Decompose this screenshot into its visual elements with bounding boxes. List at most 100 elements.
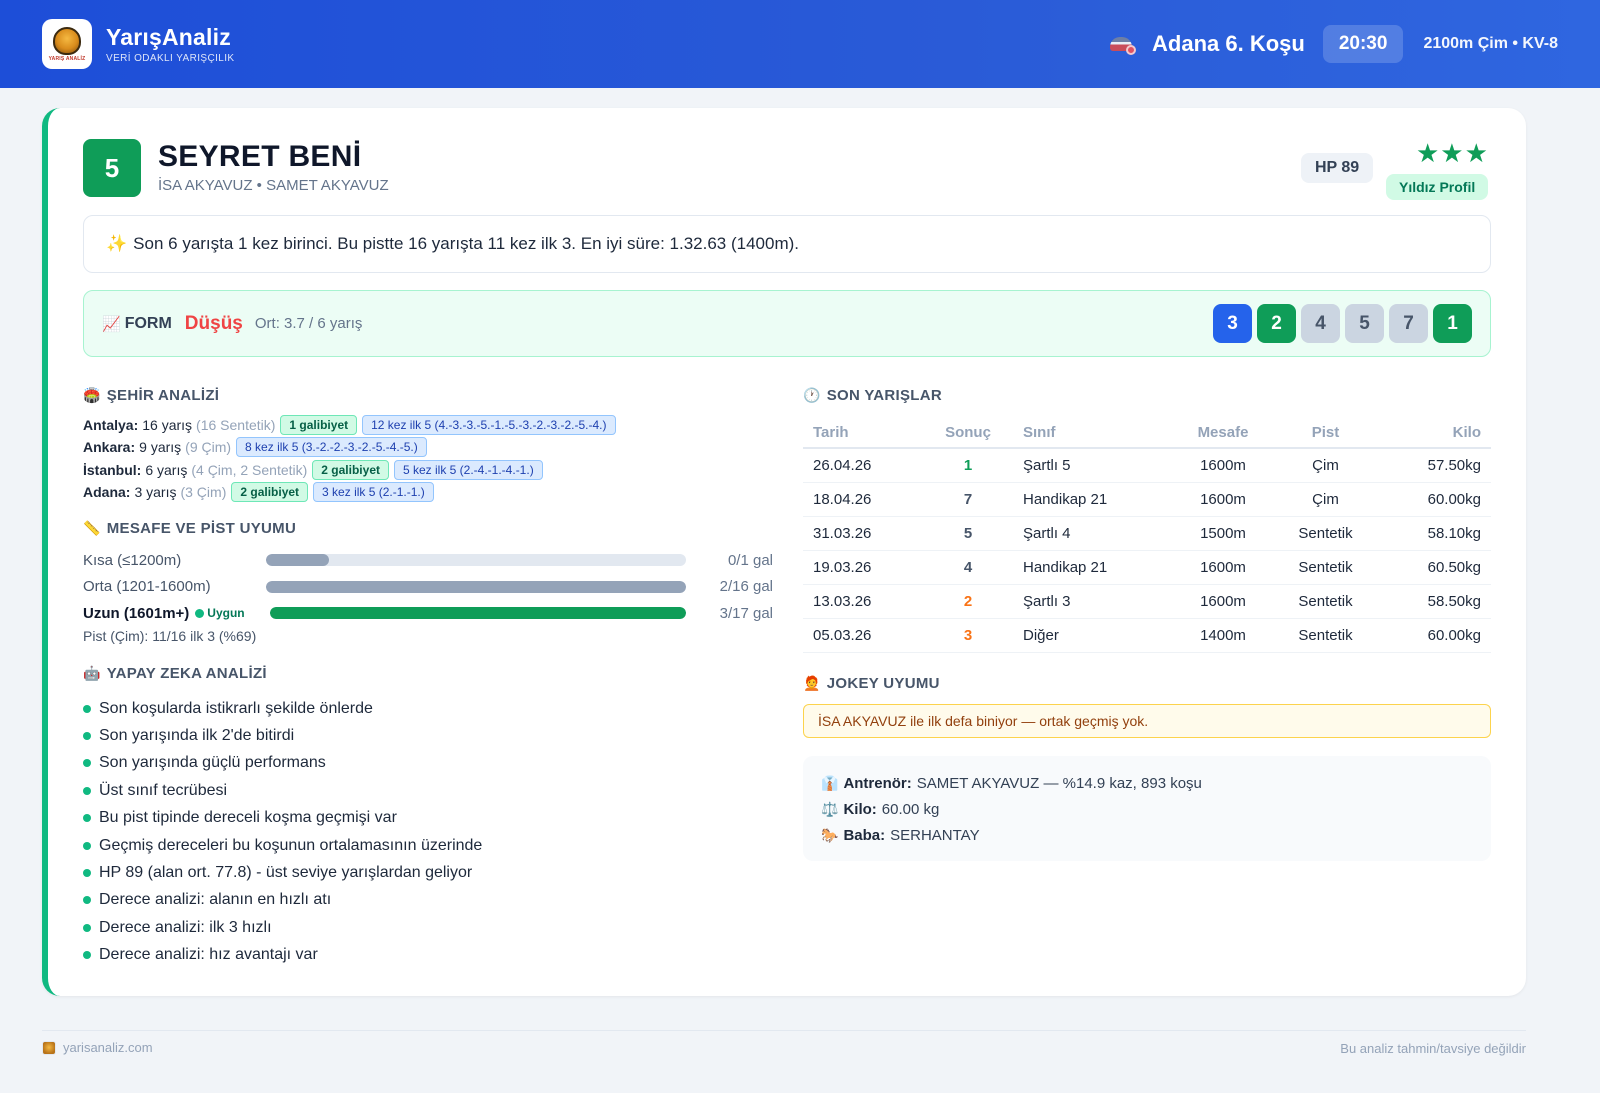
column-header: Kilo (1378, 418, 1491, 449)
distance-label: Kısa (≤1200m) (83, 552, 266, 569)
fit-badge: Uygun (207, 606, 245, 620)
ai-item-text: Son koşularda istikrarlı şekilde önlerde (99, 699, 373, 717)
horse-details: 👔 Antrenör: SAMET AKYAVUZ — %14.9 kaz, 8… (803, 756, 1491, 861)
recent-races-title: 🕐 SON YARIŞLAR (803, 387, 943, 404)
race-distance: 1600m (1173, 448, 1273, 483)
clock-icon: 🕐 (803, 387, 821, 403)
pist-summary: Pist (Çim): 11/16 ilk 3 (%69) (83, 628, 257, 644)
ai-item-text: HP 89 (alan ort. 77.8) - üst seviye yarı… (99, 864, 473, 882)
bullet-icon (83, 759, 91, 768)
form-result-pill: 7 (1389, 304, 1428, 343)
distance-label-text: Uzun (1601m+) (83, 604, 190, 622)
column-header: Mesafe (1173, 418, 1273, 449)
top5-badge: 8 kez ilk 5 (3.-2.-2.-3.-2.-5.-4.-5.) (236, 437, 427, 458)
horse-number-badge: 5 (83, 139, 141, 197)
race-track: Sentetik (1273, 584, 1378, 619)
bullet-icon (83, 704, 91, 713)
race-distance: 1600m (1173, 584, 1273, 619)
distance-row: Kısa (≤1200m) 0/1 gal (83, 549, 773, 571)
race-distance: 1600m (1173, 550, 1273, 585)
race-class: Şartlı 5 (1013, 448, 1173, 483)
wins-badge: 2 galibiyet (231, 481, 309, 502)
race-result: 4 (923, 550, 1013, 585)
table-row[interactable]: 26.04.26 1 Şartlı 5 1600m Çim 57.50kg (803, 448, 1491, 483)
ai-item-text: Üst sınıf tecrübesi (99, 781, 228, 799)
table-row[interactable]: 31.03.26 5 Şartlı 4 1500m Sentetik 58.10kg (803, 516, 1491, 551)
race-class: Handikap 21 (1013, 482, 1173, 517)
sire-line: 🐎 Baba: SERHANTAY (821, 826, 980, 844)
race-result: 3 (923, 618, 1013, 653)
city-row: Ankara: 9 yarış (9 Çim) 8 kez ilk 5 (3.-2.-… (83, 437, 427, 458)
column-header: Sonuç (923, 418, 1013, 449)
list-item: Derece analizi: ilk 3 hızlı (83, 914, 482, 941)
form-average: Ort: 3.7 / 6 yarış (254, 315, 363, 332)
race-distance: 1400m (1173, 618, 1273, 653)
race-class: Diğer (1013, 618, 1173, 653)
city-row: İstanbul: 6 yarış (4 Çim, 2 Sentetik) 2 gal… (83, 459, 543, 480)
summary-text: Son 6 yarışta 1 kez birinci. Bu pistte 1… (133, 234, 800, 253)
city-name: Ankara: (83, 439, 136, 456)
form-result-pill: 4 (1301, 304, 1340, 343)
distance-label-text: Orta (1201-1600m) (83, 578, 211, 595)
city-name: İstanbul: (83, 461, 142, 478)
trainer-line: 👔 Antrenör: SAMET AKYAVUZ — %14.9 kaz, 8… (821, 774, 1202, 792)
list-item: Geçmiş dereceleri bu koşunun ortalamasın… (83, 832, 482, 859)
list-item: HP 89 (alan ort. 77.8) - üst seviye yarı… (83, 859, 482, 886)
logo-text: YARIŞ ANALİZ (48, 55, 86, 62)
table-row[interactable]: 18.04.26 7 Handikap 21 1600m Çim 60.00kg (803, 482, 1491, 517)
bullet-icon (83, 841, 91, 850)
city-analysis-title: 🏟️ ŞEHİR ANALİZİ (83, 387, 220, 404)
race-weight: 60.50kg (1378, 550, 1491, 585)
chart-up-icon: 📈 (102, 315, 121, 333)
bullet-icon (83, 732, 91, 741)
star-rating-icon: ★★★ (1416, 138, 1489, 168)
race-date: 18.04.26 (803, 482, 923, 517)
footer-site[interactable]: yarisanaliz.com (42, 1040, 153, 1055)
form-result-pill: 5 (1345, 304, 1384, 343)
site-logo-icon (42, 1040, 56, 1055)
race-date: 19.03.26 (803, 550, 923, 585)
necktie-icon: 👔 (821, 774, 839, 791)
city-row: Adana: 3 yarış (3 Çim) 2 galibiyet 3 kez ilk… (83, 481, 434, 502)
race-result: 2 (923, 584, 1013, 619)
race-weight: 58.10kg (1378, 516, 1491, 551)
profile-badge: Yıldız Profil (1386, 174, 1489, 200)
race-weight: 57.50kg (1378, 448, 1491, 483)
jockey-cap-icon (1108, 33, 1137, 55)
ai-item-text: Derece analizi: alanın en hızlı atı (99, 891, 332, 909)
ai-analysis-list: Son koşularda istikrarlı şekilde önlerde… (83, 695, 482, 969)
footer-divider (42, 1030, 1526, 1031)
summary-box: ✨ Son 6 yarışta 1 kez birinci. Bu pistte… (83, 215, 1491, 273)
list-item: Son yarışında ilk 2'de bitirdi (83, 722, 482, 749)
table-row[interactable]: 13.03.26 2 Şartlı 3 1600m Sentetik 58.50kg (803, 584, 1491, 619)
city-race-count: 16 yarış (142, 417, 193, 433)
ruler-icon: 📏 (83, 520, 101, 536)
race-header: Adana 6. Koşu 20:30 2100m Çim • KV-8 (1108, 25, 1558, 63)
wins-badge: 1 galibiyet (280, 415, 358, 435)
bullet-icon (83, 951, 91, 960)
race-distance: 1600m (1173, 482, 1273, 517)
lion-crest-icon (53, 26, 81, 55)
brand: YarışAnaliz VERİ ODAKLI YARIŞÇILIK (106, 24, 234, 64)
race-track: Sentetik (1273, 550, 1378, 585)
form-trend: Düşüş (184, 312, 243, 334)
wins-badge: 2 galibiyet (312, 459, 389, 480)
form-result-pill: 1 (1433, 304, 1472, 343)
brand-logo[interactable]: YARIŞ ANALİZ (42, 19, 92, 69)
table-row[interactable]: 05.03.26 3 Diğer 1400m Sentetik 60.00kg (803, 618, 1491, 653)
list-item: Derece analizi: alanın en hızlı atı (83, 887, 482, 914)
distance-wins: 3/17 gal (719, 604, 773, 622)
distance-wins: 2/16 gal (719, 578, 773, 595)
horse-name: SEYRET BENİ (158, 140, 362, 173)
distance-label: Uzun (1601m+) Uygun (83, 605, 266, 622)
horse-icon: 🐎 (821, 826, 839, 843)
distance-row: Orta (1201-1600m) 2/16 gal (83, 576, 773, 598)
race-date: 31.03.26 (803, 516, 923, 551)
table-row[interactable]: 19.03.26 4 Handikap 21 1600m Sentetik 60.50kg (803, 550, 1491, 585)
top5-badge: 3 kez ilk 5 (2.-1.-1.) (313, 481, 434, 502)
top5-badge: 12 kez ilk 5 (4.-3.-3.-5.-1.-5.-3.-2.-3.… (362, 415, 616, 435)
race-weight: 60.00kg (1378, 618, 1491, 653)
sparkles-icon: ✨ (106, 234, 128, 253)
